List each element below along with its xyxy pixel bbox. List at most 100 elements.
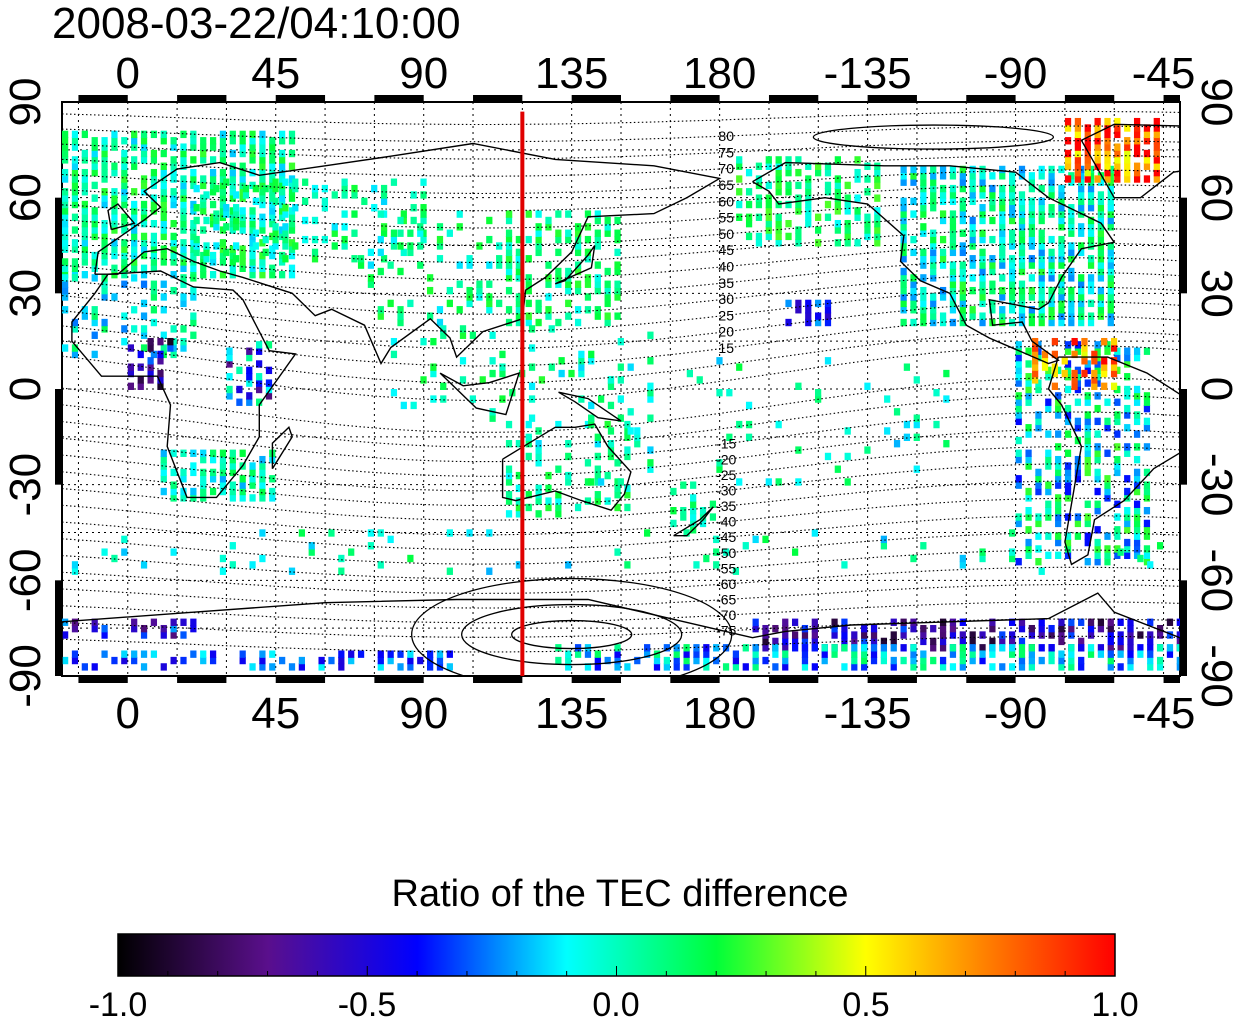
tec-pixel [1114,545,1121,553]
tec-pixel [969,235,976,244]
tec-pixel [874,226,881,234]
tec-pixel [1147,561,1154,569]
tec-pixel [594,280,601,288]
tec-pixel [1015,366,1022,375]
tec-pixel [969,656,976,665]
tec-pixel [930,242,937,250]
tec-pixel [824,188,832,196]
tec-pixel [486,280,493,288]
tec-pixel [1025,551,1032,559]
tec-pixel [229,213,236,221]
tec-pixel [755,232,763,241]
tec-pixel [371,184,378,193]
tec-pixel [1074,468,1082,477]
tec-pixel [1048,172,1055,180]
tec-pixel [1009,235,1016,244]
tec-pixel [861,650,868,658]
tec-pixel [515,318,523,327]
tec-pixel [249,149,256,158]
tec-pixel [499,363,506,371]
tec-pixel [1114,353,1121,362]
tec-pixel [752,535,759,544]
tec-pixel [831,631,838,639]
tec-pixel [1107,312,1114,320]
tec-pixel [1176,637,1180,646]
tec-pixel [755,194,763,202]
tec-pixel [1028,650,1035,658]
tec-pixel [505,440,513,448]
tec-pixel [1176,663,1180,671]
tec-pixel [1064,487,1072,496]
tec-pixel [1091,357,1098,365]
tec-pixel [1045,551,1052,559]
tec-pixel [1048,299,1055,308]
tec-pixel [62,631,69,639]
tec-pixel [1055,538,1062,547]
tec-pixel [989,299,996,308]
tec-pixel [703,656,710,665]
tec-pixel [81,168,88,177]
mlat-label: 70 [718,161,734,177]
tec-pixel [900,210,907,218]
tec-pixel [1018,216,1026,225]
tec-pixel [1055,430,1062,438]
tec-pixel [446,229,453,237]
tec-pixel [1114,455,1121,464]
tec-pixel [367,542,375,550]
tec-pixel [1045,373,1052,381]
tec-pixel [1018,191,1026,199]
tec-pixel [407,242,414,250]
tec-pixel [762,637,769,646]
tec-pixel [269,663,276,671]
tec-pixel [680,506,687,515]
tec-pixel [1074,417,1082,426]
tec-pixel [604,280,611,288]
tec-pixel [861,631,868,639]
tec-pixel [101,280,108,288]
tec-pixel [1018,299,1026,308]
tec-pixel [288,130,296,139]
tec-pixel [121,650,128,658]
tec-pixel [959,197,966,206]
tec-pixel [180,194,187,202]
tec-pixel [939,172,947,180]
tec-pixel [469,331,476,339]
tec-pixel [111,239,118,247]
tec-pixel [459,325,467,333]
tec-pixel [703,644,710,652]
tec-pixel [140,650,148,658]
tec-pixel [160,251,167,260]
tec-pixel [160,219,167,228]
tec-pixel [874,207,881,215]
tec-pixel [140,271,148,279]
tec-pixel [1074,379,1082,387]
tec-pixel [1048,656,1055,665]
tec-pixel [505,491,513,499]
lon-tick-top: -45 [1132,49,1196,98]
tec-pixel [1133,513,1141,521]
tec-pixel [851,650,858,658]
tec-pixel [1035,487,1042,496]
tec-pixel [1038,235,1045,244]
tec-pixel [1078,242,1085,250]
tec-pixel [690,506,697,515]
tec-pixel [259,271,266,279]
tec-pixel [170,631,177,639]
tec-pixel [1028,274,1035,282]
tec-pixel [900,242,907,250]
lon-tick-bottom: 180 [683,689,756,738]
tec-pixel [1028,293,1035,301]
tec-pixel [1143,137,1151,145]
tec-pixel [910,274,917,282]
tec-pixel [647,357,654,365]
tec-pixel [288,245,296,253]
tec-pixel [1055,481,1062,489]
tec-pixel [213,242,220,250]
tec-pixel [387,299,394,308]
tec-pixel [742,644,749,652]
tec-pixel [1087,299,1095,308]
tec-pixel [854,156,861,164]
tec-pixel [1015,392,1022,400]
tec-pixel [555,280,562,288]
tec-pixel [1009,274,1016,282]
